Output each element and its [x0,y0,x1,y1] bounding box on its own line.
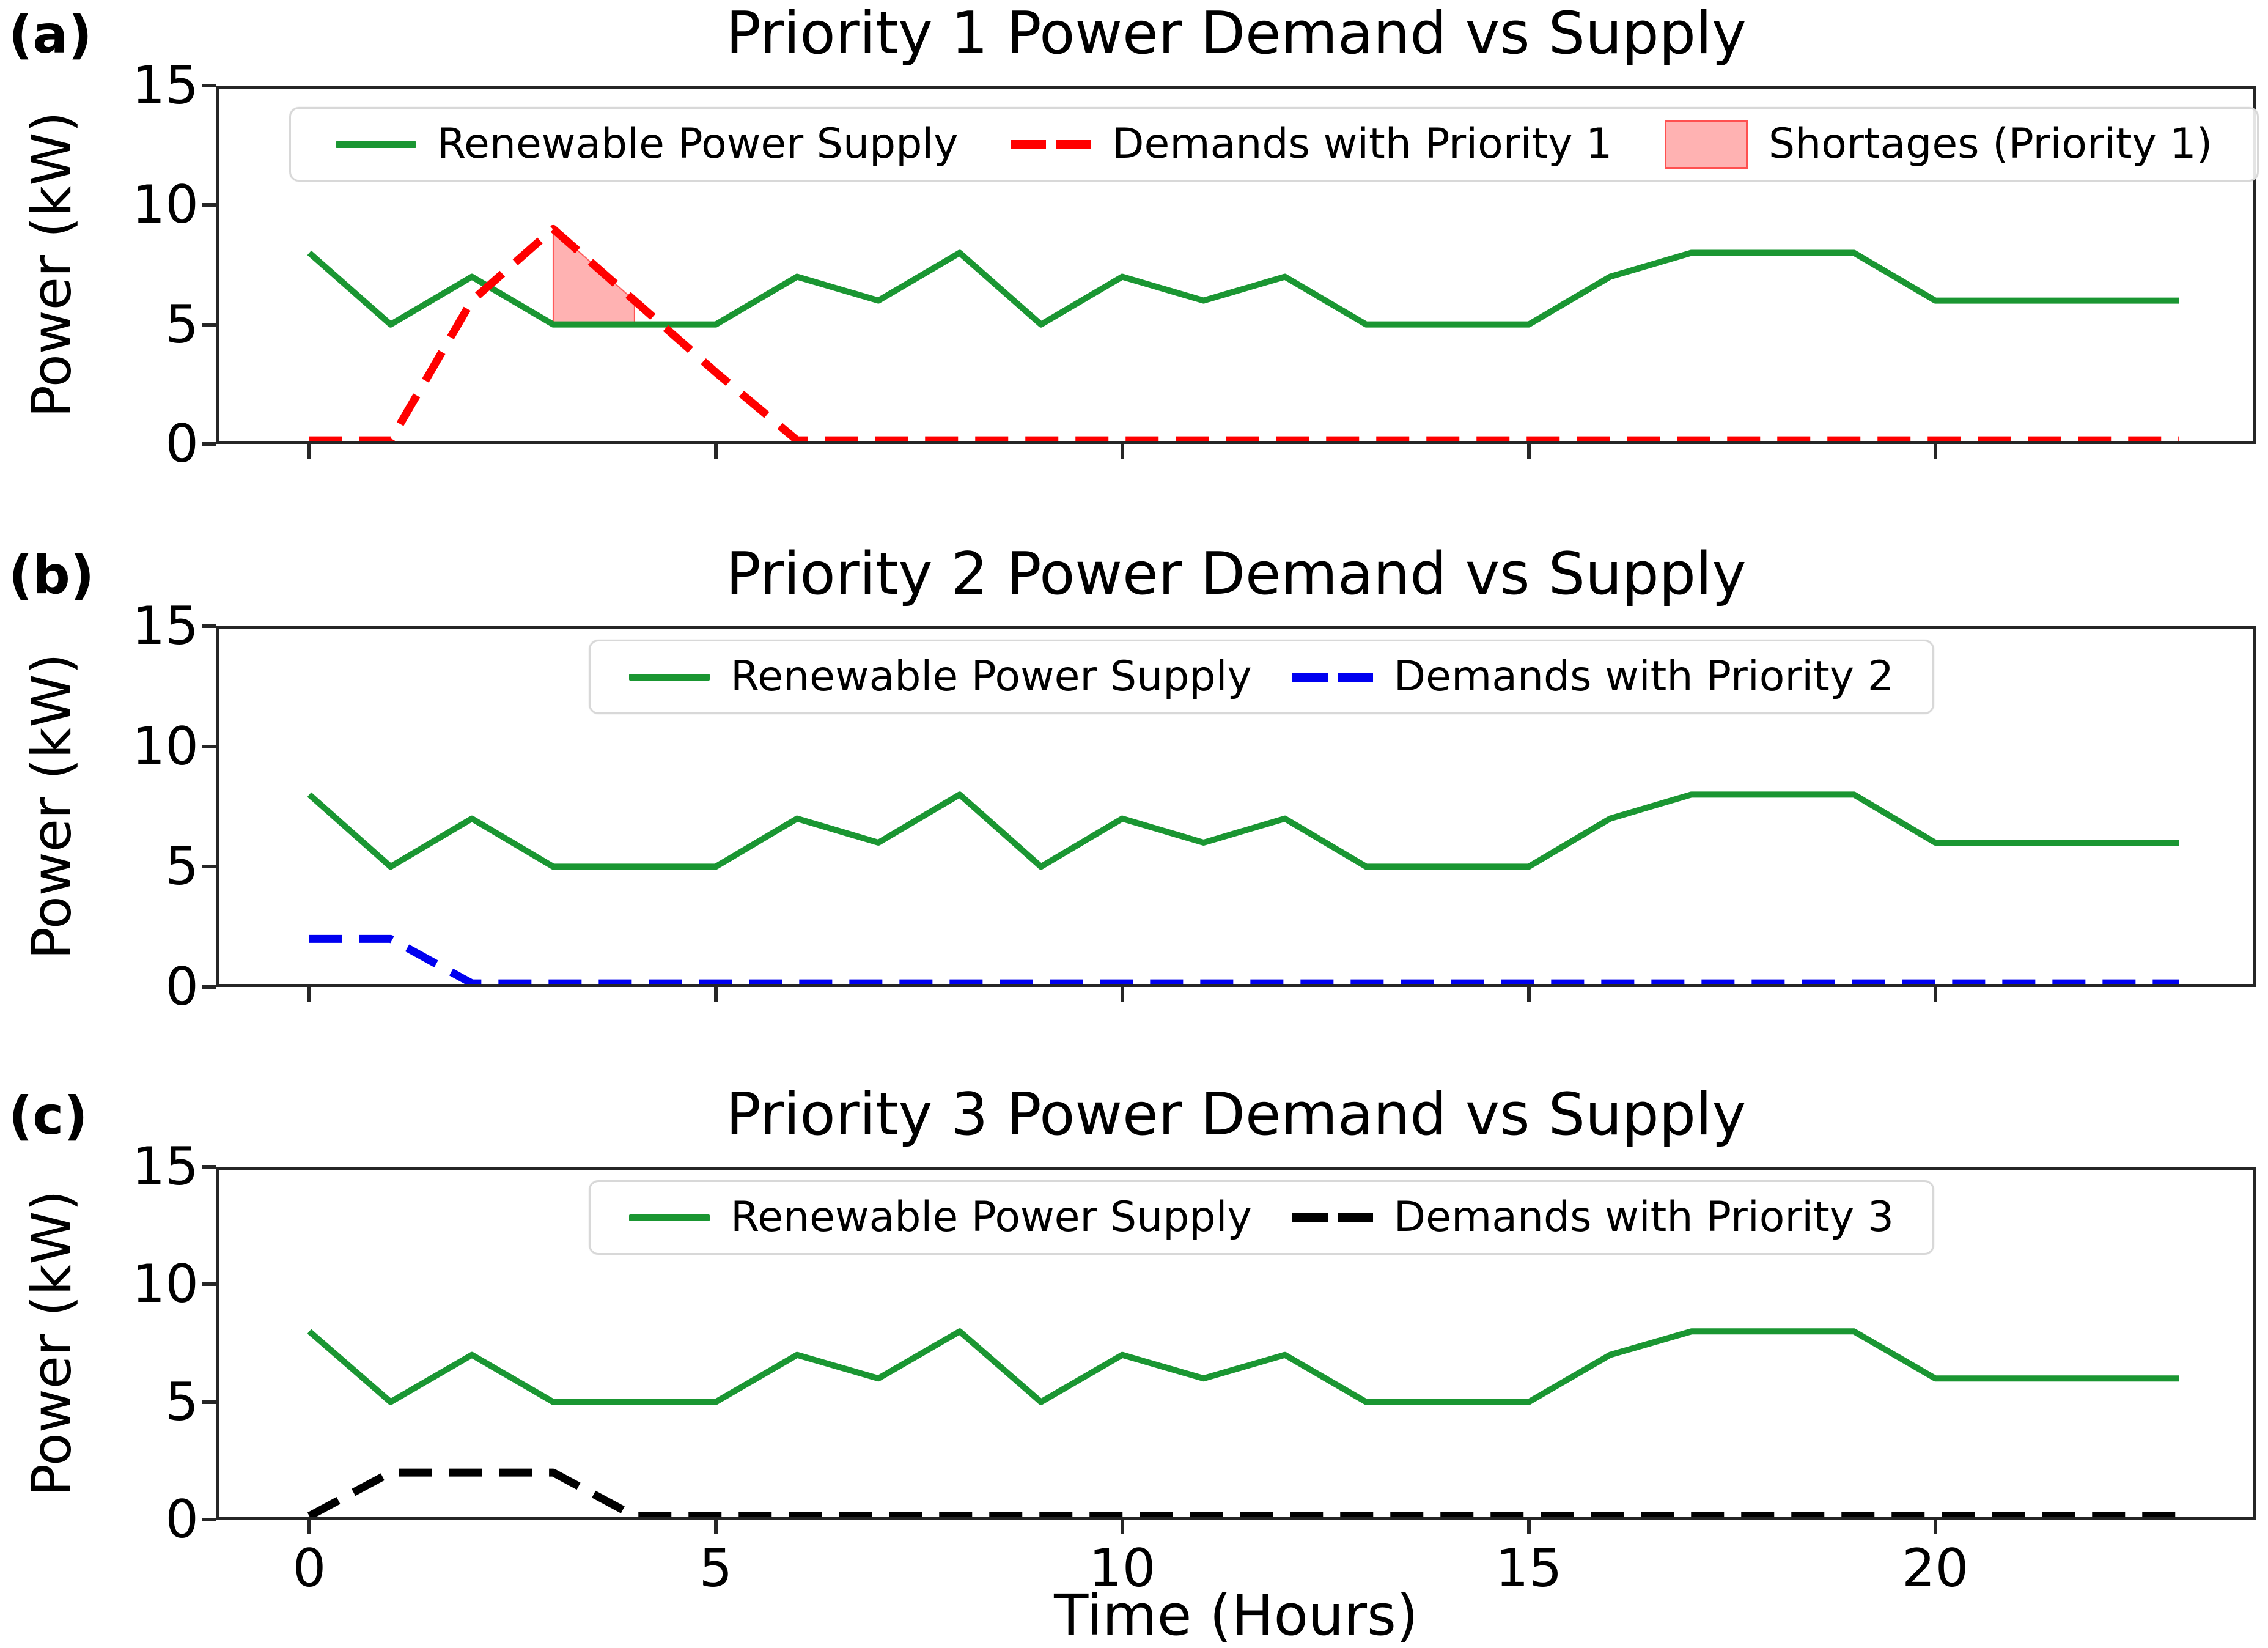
x-tick-mark [1933,444,1937,459]
chart-svg-priority-3 [216,1167,2256,1520]
legend-priority-1: Renewable Power Supply Demands with Prio… [289,107,2259,182]
x-tick-mark [1526,1520,1531,1534]
y-tick-mark [202,744,216,748]
y-tick-mark [202,865,216,869]
x-tick-mark [713,987,718,1002]
panel-title-priority-1: Priority 1 Power Demand vs Supply [726,0,1747,67]
y-tick-mark [202,203,216,207]
plot-frame [216,86,2256,444]
demand-line-priority-1 [309,224,2179,444]
supply-line [307,1328,2179,1405]
panel-title-priority-2: Priority 2 Power Demand vs Supply [726,541,1747,608]
y-tick-mark [202,624,216,628]
panel-priority-2: (b) Priority 2 Power Demand vs Supply Po… [0,541,2268,1103]
legend-priority-2: Renewable Power Supply Demands with Prio… [589,640,1934,714]
legend-label-supply: Renewable Power Supply [731,652,1252,701]
panel-label-b: (b) [9,545,95,606]
y-tick-label: 10 [131,174,199,236]
y-tick-label: 0 [165,413,199,475]
y-tick-label: 0 [165,956,199,1018]
y-tick-mark [202,985,216,989]
y-tick-mark [202,1165,216,1169]
y-tick-label: 5 [165,836,199,898]
plot-frame [216,626,2256,987]
panel-title-priority-3: Priority 3 Power Demand vs Supply [726,1081,1747,1148]
x-tick-mark [307,987,311,1002]
plot-frame [216,1167,2256,1520]
y-tick-label: 5 [165,1371,199,1433]
x-tick-mark [1933,1520,1937,1534]
plot-area-priority-1 [216,86,2256,444]
x-tick-mark [1120,444,1124,459]
demand-line-swatch [1011,139,1092,149]
legend-entry-demand-1: Demands with Priority 1 [1011,124,1612,165]
legend-label-demand-2: Demands with Priority 2 [1393,652,1894,701]
y-tick-label: 15 [131,596,199,657]
legend-priority-3: Renewable Power Supply Demands with Prio… [589,1180,1934,1255]
y-tick-mark [202,1400,216,1404]
demand-line-priority-2 [309,934,2179,987]
y-tick-label: 15 [131,1136,199,1197]
shortage-patch-swatch [1665,120,1748,169]
legend-label-demand-3: Demands with Priority 3 [1393,1193,1894,1241]
y-tick-mark [202,1518,216,1521]
legend-entry-shortage: Shortages (Priority 1) [1665,120,2212,169]
x-tick-mark [713,444,718,459]
y-tick-mark [202,1282,216,1287]
demand-line-priority-3 [307,1468,2179,1520]
panel-priority-3: (c) Priority 3 Power Demand vs Supply Po… [0,1081,2268,1644]
chart-svg-priority-2 [216,626,2256,987]
y-tick-mark [202,322,216,327]
x-tick-mark [1933,987,1937,1002]
x-tick-mark [1120,1520,1124,1534]
supply-line-swatch [335,141,416,148]
demand-line-swatch [1292,672,1373,682]
y-tick-label: 10 [131,1254,199,1315]
legend-label-shortage: Shortages (Priority 1) [1769,120,2213,168]
y-tick-label: 15 [131,55,199,116]
x-tick-mark [1526,987,1531,1002]
x-tick-label: 5 [699,1538,733,1599]
x-tick-mark [713,1520,718,1534]
demand-line-swatch [1292,1213,1373,1222]
plot-area-priority-2 [216,626,2256,987]
x-tick-mark [307,444,311,459]
y-tick-label: 0 [165,1489,199,1550]
legend-entry-supply: Renewable Power Supply [335,120,959,168]
panel-priority-1: (a) Priority 1 Power Demand vs Supply Po… [0,0,2268,563]
y-tick-mark [202,442,216,446]
legend-label-demand-1: Demands with Priority 1 [1112,120,1613,168]
y-tick-label: 5 [165,294,199,355]
y-axis-label: Power (kW) [20,111,83,418]
chart-svg-priority-1 [216,86,2256,444]
legend-entry-demand-3: Demands with Priority 3 [1292,1197,1894,1238]
panel-label-c: (c) [9,1085,88,1147]
supply-line [307,791,2179,870]
x-axis-label: Time (Hours) [1054,1583,1418,1648]
panel-label-a: (a) [9,4,92,65]
x-tick-mark [1120,987,1124,1002]
y-axis-label: Power (kW) [20,1190,83,1496]
legend-entry-supply: Renewable Power Supply [629,656,1252,698]
x-tick-label: 20 [1901,1538,1969,1599]
legend-entry-demand-2: Demands with Priority 2 [1292,656,1894,698]
y-axis-label: Power (kW) [20,653,83,960]
supply-line-swatch [629,1214,710,1221]
supply-line-swatch [629,673,710,681]
plot-area-priority-3 [216,1167,2256,1520]
x-tick-label: 10 [1089,1538,1156,1599]
legend-label-supply: Renewable Power Supply [436,120,959,168]
x-tick-label: 15 [1495,1538,1563,1599]
y-tick-label: 10 [131,715,199,777]
y-tick-mark [202,84,216,87]
legend-entry-supply: Renewable Power Supply [629,1197,1252,1238]
supply-line [307,249,2179,328]
x-tick-mark [307,1520,311,1534]
x-tick-mark [1526,444,1531,459]
legend-label-supply: Renewable Power Supply [731,1193,1252,1241]
x-tick-label: 0 [292,1538,326,1599]
